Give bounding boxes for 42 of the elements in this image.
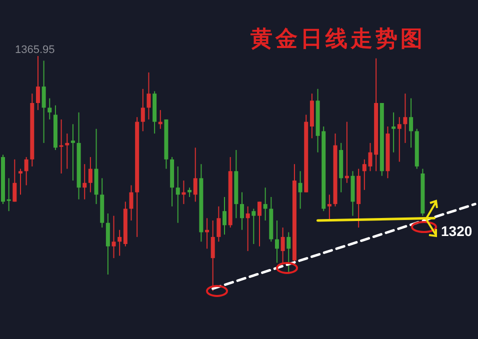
candlestick [286,232,291,273]
candlestick [129,184,134,221]
candlestick [70,124,75,182]
candlestick [274,220,279,264]
candlestick [327,194,332,221]
candlestick [240,192,244,230]
candlestick [216,206,221,242]
candlestick [246,206,250,252]
candlestick [82,164,87,200]
candlestick [298,170,302,210]
candlestick [88,156,92,193]
candlestick [146,72,151,120]
candlestick [59,118,64,174]
candlestick [42,60,46,144]
candlestick [118,229,122,256]
candlestick [24,156,28,186]
candlestick [36,56,40,111]
candlestick [403,93,408,144]
candlestick [176,166,180,224]
candlestick [210,220,215,291]
candlestick [409,98,414,148]
candlestick [106,212,110,276]
candlestick [252,208,256,244]
candlestick [263,187,268,221]
candlestick [65,133,70,170]
candlestick [112,215,116,259]
candlestick [12,158,17,202]
candlestick [140,88,145,132]
candlestick [18,168,22,196]
annotation: 1365.95 [15,44,55,56]
candlestick [397,116,402,162]
candlestick [280,227,285,264]
annotation: 1320 [441,223,472,239]
candlestick [48,98,52,120]
candlestick [205,218,210,250]
candlestick [392,112,396,153]
chart-title: 黄金日线走势图 [250,26,426,51]
candlestick [257,201,262,247]
candlestick [193,147,198,202]
candlestick [222,196,227,236]
candlestick [188,187,192,198]
candlestick [6,178,11,212]
